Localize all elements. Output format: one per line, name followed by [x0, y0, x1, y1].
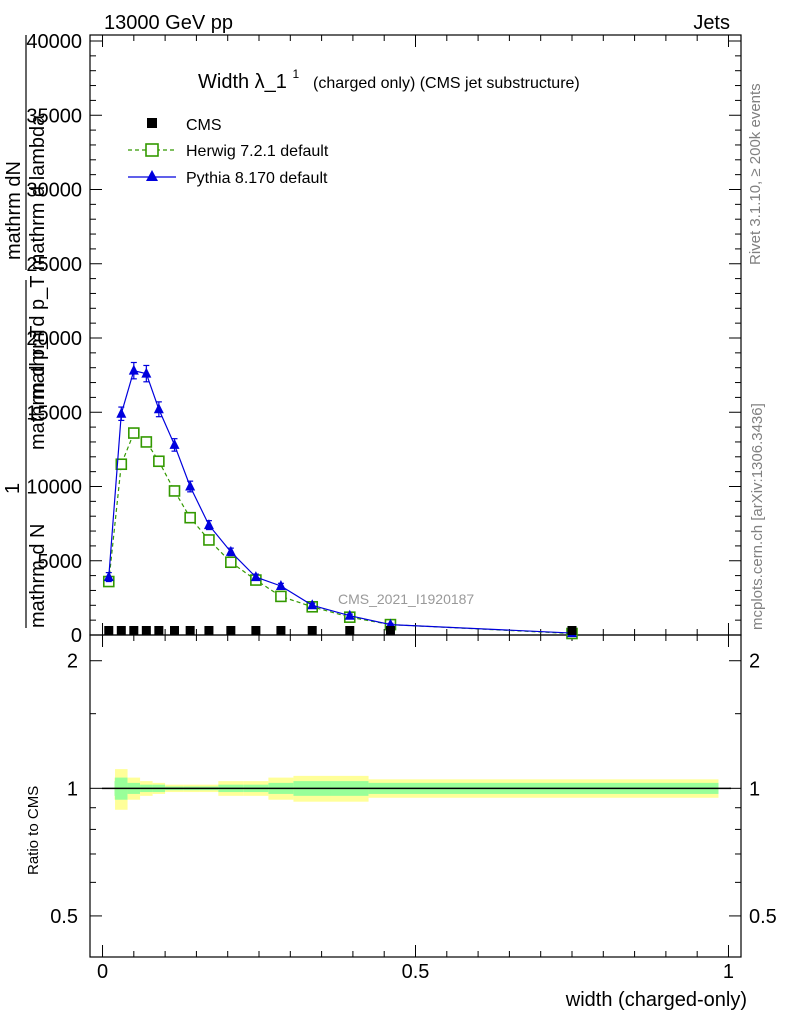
- legend-marker-cms: [147, 118, 157, 128]
- cms-point: [170, 626, 180, 635]
- chart-title-sup: 1: [293, 67, 300, 81]
- cms-point: [345, 626, 355, 635]
- legend: CMS Herwig 7.2.1 default Pythia 8.170 de…: [128, 117, 329, 187]
- y-tick-label: 15000: [26, 402, 82, 424]
- ylabel-line-3: mathrm d p_T: [27, 326, 49, 450]
- y-tick-label: 0: [71, 625, 82, 647]
- cms-point: [276, 626, 286, 635]
- pythia-point: [169, 438, 180, 449]
- pythia-point: [307, 599, 318, 610]
- mcplots-label: mcplots.cern.ch [arXiv:1306.3436]: [749, 403, 766, 630]
- pythia-point: [225, 545, 236, 556]
- herwig-point: [168, 485, 181, 497]
- ratio-y-axis-label: Ratio to CMS: [25, 786, 42, 875]
- pythia-point: [250, 571, 261, 582]
- x-tick-labels: 0 0.5 1: [97, 961, 734, 983]
- x-tick-label: 0.5: [402, 961, 430, 983]
- pythia-point: [103, 571, 114, 582]
- process-label: Jets: [693, 12, 730, 34]
- herwig-point: [115, 458, 128, 471]
- herwig-point: [140, 436, 153, 448]
- x-tick-label: 1: [723, 961, 734, 983]
- y-tick-label: 25000: [26, 254, 82, 276]
- legend-label-cms: CMS: [186, 117, 222, 134]
- series-pythia: [103, 361, 577, 638]
- y-tick-label: 30000: [26, 180, 82, 202]
- herwig-point: [128, 427, 140, 439]
- cms-point: [104, 626, 114, 635]
- ylabel-line-4: mathrm d N: [27, 524, 49, 628]
- legend-marker-herwig: [145, 143, 159, 157]
- pythia-point: [203, 519, 214, 530]
- ratio-y-tick-label: 1: [67, 778, 78, 800]
- pythia-point: [275, 579, 286, 590]
- cms-point: [385, 626, 395, 635]
- cms-point: [141, 626, 151, 635]
- chart-title: Width λ_1 1: [198, 67, 300, 93]
- y-tick-label: 35000: [26, 105, 82, 127]
- legend-label-pythia: Pythia 8.170 default: [186, 170, 328, 187]
- cms-point: [129, 626, 139, 635]
- ylabel-line-1: mathrm dN: [3, 161, 25, 260]
- y-tick-label: 40000: [26, 31, 82, 53]
- cms-point: [567, 626, 577, 635]
- ratio-y-tick-label: 2: [67, 651, 78, 673]
- cms-point: [226, 626, 236, 635]
- analysis-tag: CMS_2021_I1920187: [338, 591, 474, 607]
- cms-point: [204, 626, 214, 635]
- ylabel-line-5: 1: [2, 483, 24, 494]
- y-tick-label: 10000: [26, 477, 82, 499]
- main-y-axis-label: mathrm dN mathrm d p_T mathrm d lambda m…: [2, 35, 49, 628]
- cms-point: [185, 626, 195, 635]
- herwig-point: [275, 590, 287, 603]
- herwig-point: [153, 455, 165, 468]
- ratio-y-tick-label: 0.5: [50, 906, 78, 928]
- pythia-point: [141, 367, 152, 378]
- ylabel-line-2: mathrm d p_T mathrm d lambda: [27, 114, 49, 400]
- cms-point: [307, 626, 317, 635]
- energy-label: 13000 GeV pp: [104, 12, 233, 34]
- main-axis-ticks: [90, 35, 741, 636]
- herwig-point: [225, 556, 237, 569]
- legend-marker-pythia: [146, 170, 158, 181]
- pythia-point: [185, 480, 196, 491]
- x-tick-label: 0: [97, 961, 108, 983]
- x-axis-label: width (charged-only): [565, 989, 747, 1011]
- main-y-tick-labels: 0 5000 10000 15000 20000 25000 30000 35000 40000: [26, 31, 82, 647]
- ratio-axis-ticks: [90, 635, 741, 957]
- chart-title-main: Width λ_1: [198, 71, 287, 93]
- ratio-y-tick-label-right: 2: [749, 651, 760, 673]
- pythia-point: [116, 407, 127, 418]
- series-cms: [104, 626, 577, 635]
- ratio-y-tick-labels: 0.5 0.5 1 1 2 2: [50, 651, 777, 928]
- chart-subtitle: (charged only) (CMS jet substructure): [313, 75, 580, 92]
- y-tick-label: 20000: [26, 328, 82, 350]
- herwig-point: [184, 511, 196, 524]
- pythia-point: [153, 403, 164, 414]
- ratio-y-tick-label-right: 0.5: [749, 906, 777, 928]
- rivet-label: Rivet 3.1.10, ≥ 200k events: [747, 83, 764, 265]
- ratio-y-tick-label-right: 1: [749, 778, 760, 800]
- cms-point: [251, 626, 261, 635]
- ratio-uncertainty-bands: [114, 769, 719, 810]
- legend-label-herwig: Herwig 7.2.1 default: [186, 143, 329, 160]
- cms-point: [154, 626, 164, 635]
- y-tick-label: 5000: [38, 551, 83, 573]
- pythia-point: [128, 364, 139, 375]
- herwig-point: [203, 534, 215, 546]
- cms-point: [116, 626, 126, 635]
- pythia-point: [344, 609, 355, 620]
